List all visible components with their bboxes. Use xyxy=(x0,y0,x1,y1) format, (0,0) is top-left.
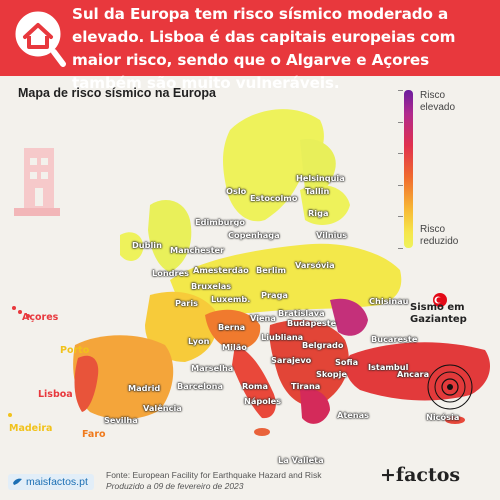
region-porto: Porto xyxy=(60,345,90,356)
site-link[interactable]: maisfactos.pt xyxy=(8,474,94,490)
house-search-icon xyxy=(12,8,66,67)
city-label: Oslo xyxy=(226,186,247,196)
legend-tick xyxy=(398,216,403,218)
city-label: Lyon xyxy=(188,336,210,346)
earthquake-label: Sismo em Gaziantep xyxy=(410,302,467,325)
legend-tick xyxy=(398,90,403,91)
city-label: Paris xyxy=(175,298,199,308)
city-label: Skopje xyxy=(316,369,347,379)
city-label: Budapeste xyxy=(287,318,337,328)
source-line: Fonte: European Facility for Earthquake … xyxy=(106,470,322,480)
city-label: Marselha xyxy=(191,363,234,373)
legend-tick xyxy=(398,153,403,155)
legend-tick xyxy=(398,184,403,186)
city-label: Bratislava xyxy=(278,308,325,318)
city-label: Amesterdão xyxy=(193,265,249,275)
city-label: Helsinquia xyxy=(296,173,345,183)
region-madeira: Madeira xyxy=(9,423,53,434)
faded-decoration xyxy=(14,208,60,216)
city-label: Praga xyxy=(261,290,288,300)
city-label: Barcelona xyxy=(177,381,223,391)
city-label: Liubliana xyxy=(261,332,304,342)
city-label: Estocolmo xyxy=(250,193,298,203)
city-label: Sarajevo xyxy=(271,355,312,365)
city-label: Luxemb. xyxy=(211,294,251,304)
source-note: Fonte: European Facility for Earthquake … xyxy=(106,470,321,492)
city-label: Roma xyxy=(242,381,268,391)
legend-tick xyxy=(398,248,403,249)
turkey-flag-icon xyxy=(433,293,447,307)
city-label: Viena xyxy=(250,313,276,323)
region-faro: Faro xyxy=(82,429,106,440)
city-label: Dublin xyxy=(132,240,162,250)
city-label: Varsóvia xyxy=(295,260,335,270)
city-label: Nicósia xyxy=(426,412,460,422)
city-label: Copenhaga xyxy=(228,230,280,240)
city-label: Edimburgo xyxy=(195,217,246,227)
europe-seismic-map xyxy=(8,109,490,436)
produced-date: Produzido a 09 de fevereiro de 2023 xyxy=(106,481,244,491)
city-label: Istambul xyxy=(368,362,409,372)
headline: Sul da Europa tem risco sísmico moderado… xyxy=(72,5,456,92)
city-label: Atenas xyxy=(337,410,370,420)
legend-tick xyxy=(398,121,403,123)
region-lisboa: Lisboa xyxy=(38,389,73,400)
risk-legend-bar xyxy=(404,90,413,248)
city-label: Bruxelas xyxy=(191,281,232,291)
legend-low-label: Risco reduzido xyxy=(420,224,459,247)
header-banner: Sul da Europa tem risco sísmico moderado… xyxy=(0,0,500,92)
earthquake-epicentre-icon xyxy=(427,364,473,410)
city-label: Vilnius xyxy=(316,230,348,240)
map-title: Mapa de risco sísmico na Europa xyxy=(18,86,216,100)
city-label: Berlim xyxy=(256,265,286,275)
legend-high-label: Risco elevado xyxy=(420,90,456,113)
city-label: Berna xyxy=(218,322,246,332)
city-label: Sofia xyxy=(335,357,359,367)
city-label: Sevilha xyxy=(104,415,138,425)
city-label: Tallin xyxy=(305,186,330,196)
city-label: La Valleta xyxy=(278,455,324,465)
city-label: Madrid xyxy=(128,383,161,393)
brand-logo: +factos xyxy=(380,464,461,486)
city-label: Bucareste xyxy=(371,334,418,344)
city-label: Tirana xyxy=(291,381,321,391)
faded-logo-icon xyxy=(24,148,54,214)
city-label: Chisinau xyxy=(369,296,409,306)
site-url: maisfactos.pt xyxy=(26,476,88,488)
city-label: Milão xyxy=(222,342,247,352)
city-label: Belgrado xyxy=(302,340,344,350)
city-label: Manchester xyxy=(170,245,225,255)
region-acores: Açores xyxy=(22,312,59,323)
city-label: Nápoles xyxy=(244,396,282,406)
city-label: Valência xyxy=(143,403,182,413)
city-label: Ancara xyxy=(397,369,430,379)
city-label: Londres xyxy=(152,268,189,278)
bird-icon xyxy=(13,478,22,485)
city-label: Riga xyxy=(308,208,329,218)
